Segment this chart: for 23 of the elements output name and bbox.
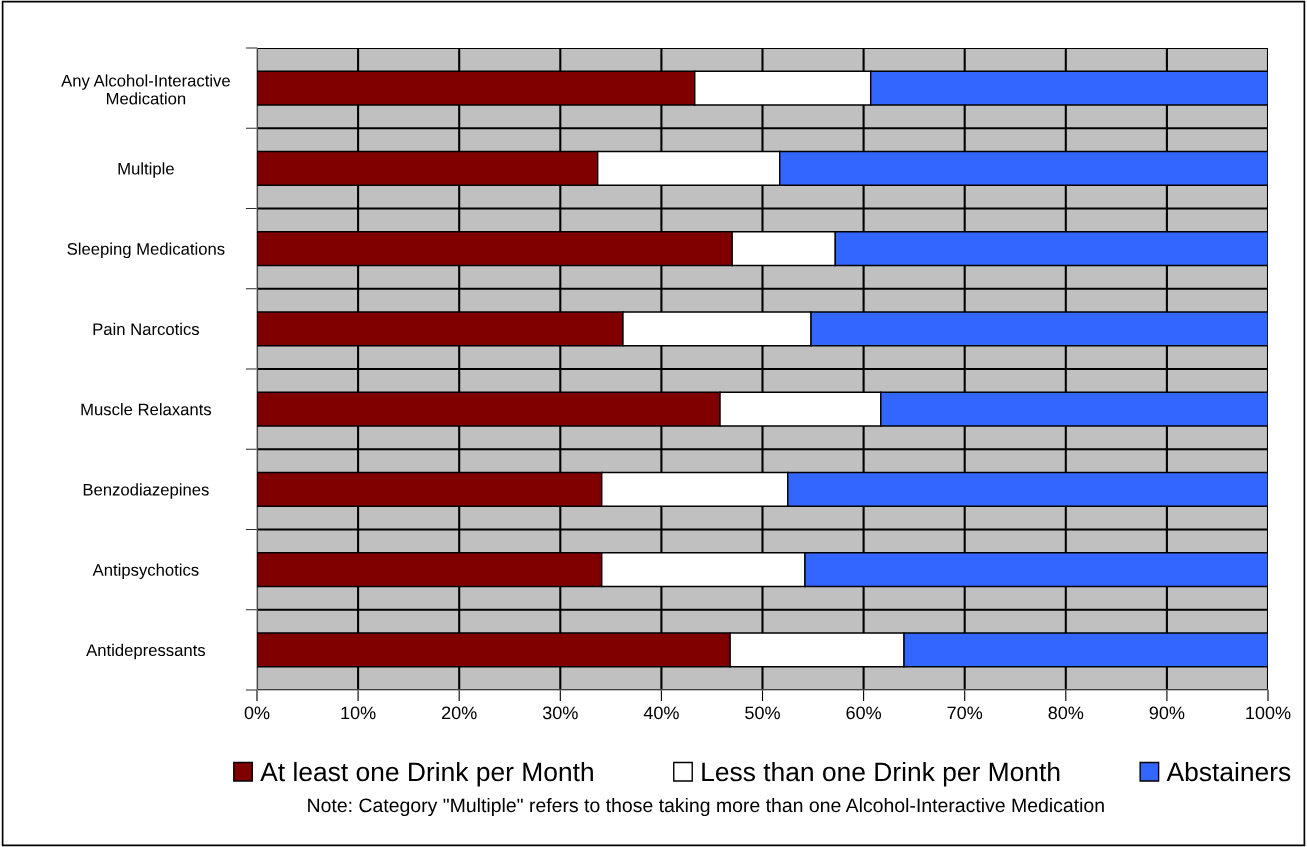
y-tick-label: Benzodiazepines xyxy=(83,483,209,499)
y-tick-label: Muscle Relaxants xyxy=(81,403,212,416)
y-tick-label: Any Alcohol-Interactive Medication xyxy=(61,74,230,105)
x-tick-label: 80% xyxy=(1048,706,1084,720)
x-tick-label: 70% xyxy=(947,706,983,720)
x-tick-label: 50% xyxy=(745,706,780,720)
x-tick-label: 100% xyxy=(1246,706,1291,720)
y-tick-label: Sleeping Medications xyxy=(67,242,225,259)
x-tick-label: 90% xyxy=(1149,706,1185,720)
legend-label: Less than one Drink per Month xyxy=(702,761,1060,787)
x-tick-label: 40% xyxy=(643,706,679,720)
text: Note: Category "Multiple" refers to those taking more than one Alcohol-Interactive Medication xyxy=(308,797,1104,817)
y-tick-label: Antipsychotics xyxy=(92,563,199,580)
legend-label: Abstainers xyxy=(1166,761,1291,782)
x-tick-label: 20% xyxy=(442,706,477,720)
y-tick-label: Pain Narcotics xyxy=(93,322,200,336)
x-tick-label: 30% xyxy=(542,706,578,720)
y-tick-label: Antidepressants xyxy=(86,643,206,660)
legend-label: At least one Drink per Month xyxy=(260,761,593,787)
x-tick-label: 60% xyxy=(846,706,882,720)
x-tick-label: 10% xyxy=(341,706,376,720)
y-tick-label: Multiple xyxy=(118,162,174,178)
x-tick-label: 0% xyxy=(244,706,270,720)
